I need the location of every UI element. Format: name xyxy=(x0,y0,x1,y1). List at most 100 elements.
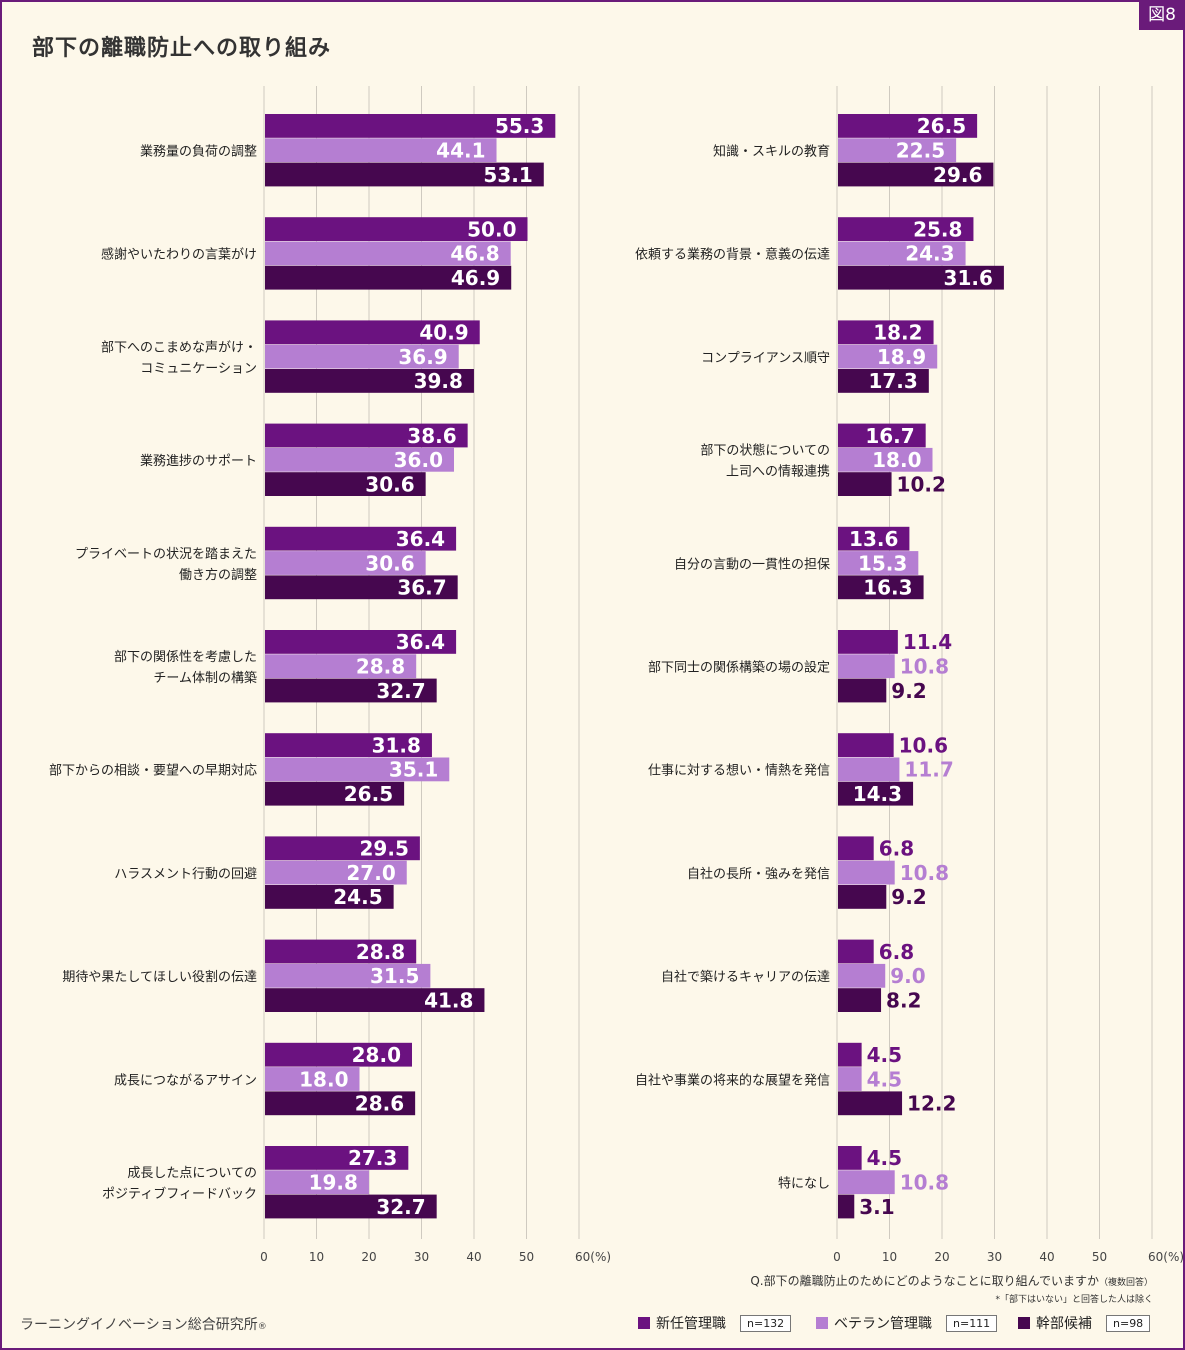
chart-1-bar-candidate xyxy=(265,162,544,187)
chart-1-category-label: 業務量の負荷の調整 xyxy=(140,143,257,159)
chart-1-bar-new xyxy=(265,217,528,241)
chart-1-tick-label: 40 xyxy=(466,1250,481,1264)
chart-1-value-label-new: 29.5 xyxy=(360,837,409,861)
chart-2-value-label-new: 4.5 xyxy=(867,1146,902,1170)
chart-1-tick-label: 50 xyxy=(519,1250,534,1264)
chart-2-tick-label: 60(%) xyxy=(1148,1250,1183,1264)
chart-2-bar-new xyxy=(838,526,910,551)
chart-2-bar-veteran xyxy=(838,757,900,782)
chart-2-value-label-veteran: 18.0 xyxy=(872,448,921,472)
chart-1-bar-veteran xyxy=(265,241,511,266)
chart-2-value-label-veteran: 24.3 xyxy=(905,242,954,266)
chart-2-bar-veteran xyxy=(838,654,895,679)
legend-item-new: 新任管理職 n=132 xyxy=(638,1313,792,1333)
chart-2-value-label-candidate: 8.2 xyxy=(886,988,921,1012)
chart-2-bar-candidate xyxy=(838,162,994,187)
chart-1-bar-veteran xyxy=(265,138,497,163)
chart-2-bar-new xyxy=(838,836,874,861)
chart-2-bar-new xyxy=(838,733,894,757)
legend-swatch-new xyxy=(638,1317,650,1329)
chart-1-value-label-veteran: 31.5 xyxy=(370,964,419,988)
chart-1-bar-new xyxy=(265,1042,412,1067)
chart-1-category-label: 部下からの相談・要望への早期対応 xyxy=(49,763,257,779)
chart-2-tick-label: 50 xyxy=(1092,1250,1107,1264)
chart-1-bar-veteran xyxy=(265,447,454,472)
chart-2-value-label-candidate: 16.3 xyxy=(863,576,912,600)
chart-1-value-label-veteran: 46.8 xyxy=(450,242,499,266)
chart-2-bar-veteran xyxy=(838,1067,862,1091)
chart-2-bar-new xyxy=(838,114,978,138)
chart-2-category-label: 自分の言動の一貫性の担保 xyxy=(674,557,830,572)
chart-1-bar-candidate xyxy=(265,781,405,806)
chart-1-bar-candidate xyxy=(265,1091,416,1116)
footnote: *「部下はいない」と回答した人は除く xyxy=(995,1295,1153,1305)
chart-1-value-label-new: 36.4 xyxy=(396,630,445,654)
chart-2-value-label-new: 13.6 xyxy=(849,527,898,551)
chart-1-value-label-veteran: 36.9 xyxy=(398,345,447,369)
legend-item-veteran: ベテラン管理職 n=111 xyxy=(816,1313,998,1333)
chart-1-bar-new xyxy=(265,526,457,551)
chart-2-category-label: 知識・スキルの教育 xyxy=(713,143,830,159)
chart-2-bar-candidate xyxy=(838,1194,855,1219)
chart-2-value-label-candidate: 10.2 xyxy=(897,472,946,496)
chart-1-category-label: プライベートの状況を踏まえた働き方の調整 xyxy=(75,547,257,583)
chart-1-bar-veteran xyxy=(265,654,417,679)
chart-1-value-label-candidate: 24.5 xyxy=(333,885,382,909)
legend-label-candidate: 幹部候補 xyxy=(1036,1316,1092,1332)
chart-title: 部下の離職防止への取り組み xyxy=(32,36,332,61)
chart-1-value-label-candidate: 41.8 xyxy=(424,988,473,1012)
chart-2-value-label-veteran: 10.8 xyxy=(900,654,949,678)
chart-1-value-label-veteran: 28.8 xyxy=(356,654,405,678)
chart-1-value-label-candidate: 32.7 xyxy=(376,679,425,703)
chart-1-bar-candidate xyxy=(265,472,426,496)
chart-1-value-label-new: 55.3 xyxy=(495,114,544,138)
chart-2-tick-label: 40 xyxy=(1039,1250,1054,1264)
chart-1-bar-candidate xyxy=(265,575,458,600)
chart-2-value-label-veteran: 4.5 xyxy=(867,1067,902,1091)
chart-1-bar-veteran xyxy=(265,344,459,369)
chart-2-category-label: 自社で築けるキャリアの伝達 xyxy=(661,969,830,985)
legend-swatch-veteran xyxy=(816,1317,828,1329)
chart-2-bar-new xyxy=(838,1146,862,1170)
chart-1-bar-veteran xyxy=(265,757,450,782)
chart-2-bar-candidate xyxy=(838,781,914,806)
survey-question: Q.部下の離職防止のためにどのようなことに取り組んでいますか（複数回答） xyxy=(750,1272,1153,1289)
chart-1-bar-candidate xyxy=(265,678,437,703)
chart-1-value-label-veteran: 18.0 xyxy=(299,1067,348,1091)
chart-2-category-label: 部下同士の関係構築の場の設定 xyxy=(648,659,830,675)
chart-1-value-label-new: 38.6 xyxy=(407,424,456,448)
chart-2-category-label: 自社や事業の将来的な展望を発信 xyxy=(635,1072,830,1088)
chart-2-category-label: 自社の長所・強みを発信 xyxy=(687,866,830,882)
figure-badge: 図8 xyxy=(1139,0,1185,30)
chart-1-bar-candidate xyxy=(265,1194,437,1219)
chart-1-value-label-candidate: 26.5 xyxy=(344,782,393,806)
chart-1-bar-new xyxy=(265,630,457,654)
chart-1-category-label: ハラスメント行動の回避 xyxy=(114,867,257,882)
chart-2-bar-candidate xyxy=(838,575,924,600)
chart-2-bar-candidate xyxy=(838,472,892,496)
chart-1-value-label-veteran: 19.8 xyxy=(309,1170,358,1194)
chart-2-category-label: 部下の状態についての上司への情報連携 xyxy=(700,443,830,480)
chart-2-value-label-new: 16.7 xyxy=(865,424,914,448)
legend-swatch-candidate xyxy=(1018,1317,1030,1329)
chart-1-category-label: 成長につながるアサイン xyxy=(114,1073,257,1088)
chart-2-bar-new xyxy=(838,217,974,241)
chart-2-bar-veteran xyxy=(838,241,966,266)
legend-n-new: n=132 xyxy=(740,1315,792,1332)
chart-2-bar-candidate xyxy=(838,885,887,909)
chart-1-bar-veteran xyxy=(265,1067,360,1091)
chart-2-value-label-candidate: 9.2 xyxy=(891,679,926,703)
chart-1-tick-label: 0 xyxy=(260,1250,268,1264)
chart-2-value-label-candidate: 3.1 xyxy=(859,1195,894,1219)
chart-2-bar-candidate xyxy=(838,369,929,393)
chart-1-category-label: 期待や果たしてほしい役割の伝達 xyxy=(62,969,257,985)
registered-mark: ® xyxy=(257,1322,267,1332)
chart-1-bar-new xyxy=(265,836,420,861)
chart-1-bar-candidate xyxy=(265,369,474,393)
chart-2-bar-veteran xyxy=(838,1170,895,1195)
chart-2-bar-candidate xyxy=(838,988,882,1012)
chart-1-bar-candidate xyxy=(265,265,512,290)
chart-1-value-label-new: 28.0 xyxy=(352,1043,401,1067)
chart-2-bar-new xyxy=(838,939,874,964)
